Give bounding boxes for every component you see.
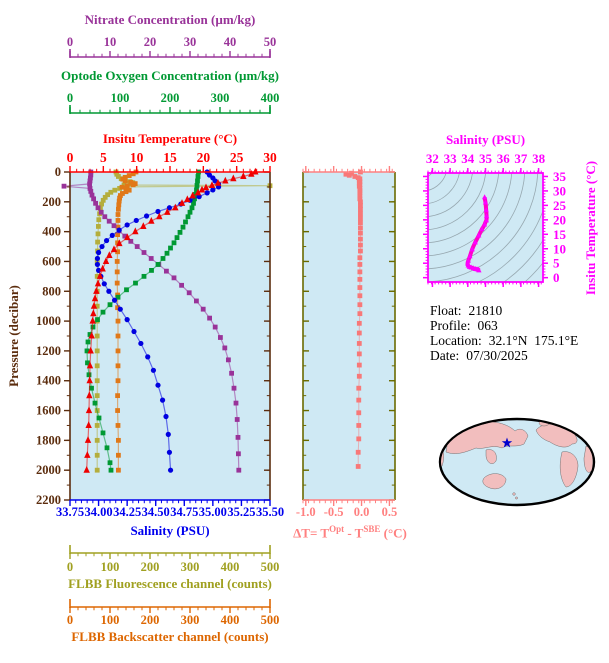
svg-text:25: 25 [230,150,244,165]
svg-text:0: 0 [67,91,73,105]
svg-text:0.5: 0.5 [382,505,398,519]
svg-text:200: 200 [141,560,160,574]
fluorescence-axis-title: FLBB Fluorescence channel (counts) [68,576,272,591]
svg-text:34: 34 [461,151,475,166]
svg-text:15: 15 [553,227,567,242]
info-date: Date: 07/30/2025 [430,348,528,364]
svg-text:200: 200 [141,613,160,627]
svg-text:0: 0 [55,165,61,179]
delta-t-sup-opt: Opt [329,524,345,534]
svg-text:35: 35 [479,151,493,166]
svg-text:0: 0 [553,270,560,285]
salinity-axis-title: Salinity (PSU) [130,523,210,538]
svg-text:2200: 2200 [36,493,61,507]
backscatter-axis-title: FLBB Backscatter channel (counts) [71,629,269,644]
info-float: Float: 21810 [430,303,502,319]
svg-text:200: 200 [161,91,180,105]
svg-text:1600: 1600 [36,404,61,418]
svg-text:100: 100 [111,91,130,105]
svg-text:34.50: 34.50 [142,505,170,519]
ts-plot-title: Salinity (PSU) [445,132,526,147]
info-profile-value: 063 [477,318,498,333]
svg-text:300: 300 [211,91,230,105]
info-float-label: Float: [430,303,462,318]
svg-text:0: 0 [67,150,74,165]
svg-text:50: 50 [264,35,277,49]
svg-text:33.75: 33.75 [56,505,84,519]
svg-text:35: 35 [553,169,567,184]
svg-text:34.00: 34.00 [85,505,113,519]
info-location: Location: 32.1°N 175.1°E [430,333,578,349]
svg-text:36: 36 [497,151,511,166]
svg-text:0: 0 [67,613,73,627]
svg-text:35.25: 35.25 [227,505,255,519]
svg-text:33: 33 [444,151,458,166]
info-date-label: Date: [430,348,460,363]
info-profile: Profile: 063 [430,318,498,334]
temperature-axis-title: Insitu Temperature (°C) [102,131,238,146]
svg-text:37: 37 [514,151,528,166]
info-location-label: Location: [430,333,482,348]
info-date-value: 07/30/2025 [466,348,528,363]
svg-text:2000: 2000 [36,463,61,477]
svg-text:35.50: 35.50 [256,505,284,519]
svg-text:800: 800 [42,284,61,298]
svg-text:500: 500 [261,613,280,627]
svg-text:5: 5 [100,150,107,165]
svg-text:35.00: 35.00 [199,505,227,519]
svg-text:34.75: 34.75 [170,505,198,519]
svg-text:600: 600 [42,254,61,268]
svg-text:15: 15 [163,150,177,165]
svg-text:30: 30 [184,35,197,49]
svg-text:300: 300 [181,560,200,574]
svg-text:100: 100 [101,560,120,574]
svg-text:25: 25 [553,198,567,213]
svg-text:38: 38 [532,151,546,166]
delta-t-part1: ΔT= T [293,525,330,541]
svg-text:1400: 1400 [36,374,61,388]
nitrate-axis-title: Nitrate Concentration (µm/kg) [84,12,256,27]
svg-text:1200: 1200 [36,344,61,358]
svg-text:20: 20 [144,35,157,49]
info-profile-label: Profile: [430,318,471,333]
svg-text:40: 40 [224,35,237,49]
svg-text:34.25: 34.25 [113,505,141,519]
svg-text:-1.0: -1.0 [296,505,316,519]
info-location-value: 32.1°N 175.1°E [488,333,579,348]
svg-text:0: 0 [67,35,73,49]
ts-right-axis-title: Insitu Temperature (°C) [583,160,598,296]
delta-t-part2: - T [344,525,364,541]
delta-t-axis-title: ΔT= TOpt - TSBE (°C) [280,522,420,540]
svg-text:500: 500 [261,560,280,574]
svg-text:10: 10 [104,35,117,49]
svg-text:400: 400 [261,91,280,105]
svg-text:-0.5: -0.5 [324,505,344,519]
svg-text:100: 100 [101,613,120,627]
delta-t-sup-sbe: SBE [363,524,381,534]
svg-text:20: 20 [197,150,211,165]
svg-text:5: 5 [553,256,560,271]
svg-text:32: 32 [426,151,439,166]
svg-text:0: 0 [67,560,73,574]
svg-text:400: 400 [221,560,240,574]
oxygen-axis-title: Optode Oxygen Concentration (µm/kg) [60,68,279,83]
svg-text:10: 10 [553,241,566,256]
pressure-axis-title: Pressure (decibar) [6,285,21,387]
svg-text:400: 400 [42,225,61,239]
svg-text:1000: 1000 [36,314,61,328]
svg-text:300: 300 [181,613,200,627]
svg-text:30: 30 [263,150,277,165]
svg-text:20: 20 [553,212,566,227]
svg-text:30: 30 [553,183,566,198]
svg-text:200: 200 [42,195,61,209]
svg-text:10: 10 [130,150,144,165]
svg-text:1800: 1800 [36,433,61,447]
delta-t-part3: (°C) [380,525,407,541]
svg-text:0.0: 0.0 [354,505,370,519]
info-float-value: 21810 [468,303,503,318]
svg-text:400: 400 [221,613,240,627]
